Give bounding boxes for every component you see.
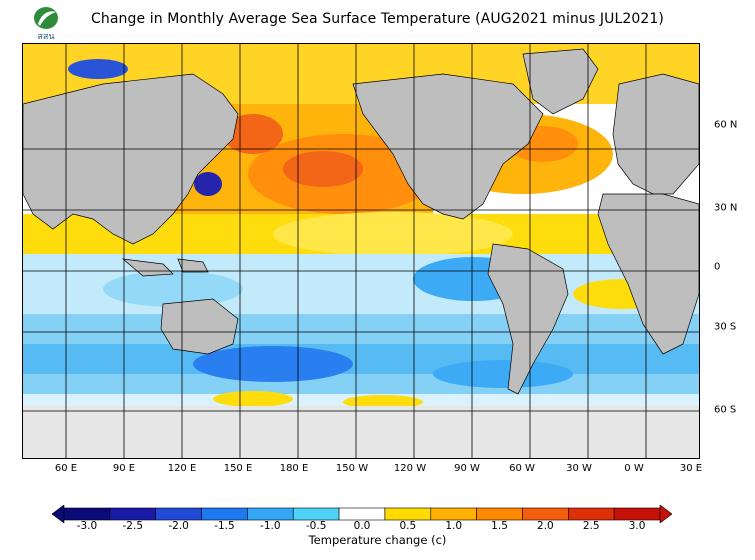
lat-label: 0 [714,261,721,273]
colorbar-tick-label: 0.5 [399,520,417,532]
colorbar-cell [63,507,111,521]
colorbar-tick-label: -2.0 [168,520,189,532]
colorbar-cell [247,507,294,521]
colorbar-tick-label: 2.0 [537,520,554,532]
colorbar-cell [384,507,432,521]
chart-title: Change in Monthly Average Sea Surface Te… [91,11,664,27]
colorbar-cell [109,507,156,521]
colorbar-tick-label: -1.5 [214,520,235,532]
colorbar-min-arrow [52,505,65,523]
colorbar-cell [338,507,386,521]
lon-label: 180 E [279,463,309,474]
lon-label: 120 W [393,463,427,474]
colorbar-max-arrow [659,505,672,523]
colorbar-cell [155,507,202,521]
lon-label: 60 E [54,463,78,474]
colorbar-tick-label: -0.5 [305,520,327,532]
graticule [23,44,699,458]
lat-label: 60 S [714,404,737,416]
lon-label: 30 W [566,463,592,474]
colorbar-cell [201,507,248,521]
lon-label: 90 E [112,463,136,474]
colorbar-tick-label: 0.0 [353,520,371,532]
lon-label: 90 W [454,463,480,474]
colorbar-tick-label: 2.5 [582,520,600,532]
colorbar-cell [476,507,523,521]
colorbar-cell [613,507,661,521]
lon-label: 150 W [335,463,369,474]
sst-change-map [22,43,700,459]
colorbar-tick-label: 1.5 [491,520,508,532]
lat-label: 30 S [714,321,737,333]
lon-label: 60 W [509,463,535,474]
lat-label: 60 N [714,119,738,131]
colorbar-tick-label: 1.0 [445,520,463,532]
colorbar-tick-label: 3.0 [628,520,646,532]
colorbar-tick-label: -1.0 [260,520,281,532]
colorbar-cell [568,507,615,521]
lon-label: 0 W [624,463,644,474]
lon-label: 30 E [679,463,703,474]
colorbar-cell [522,507,569,521]
colorbar-tick-label: -2.5 [122,520,144,532]
colorbar-cell [430,507,477,521]
svg-text:สสน: สสน [37,32,54,42]
lat-label: 30 N [714,202,738,214]
colorbar-label: Temperature change (c) [308,533,447,547]
lon-label: 120 E [167,463,197,474]
colorbar-cell [292,507,340,521]
colorbar [52,505,672,523]
colorbar-tick-label: -3.0 [76,520,98,532]
lon-label: 150 E [223,463,253,474]
land-masses [23,48,699,395]
agency-logo: สสน [24,2,68,42]
antarctic-ice [23,406,699,458]
